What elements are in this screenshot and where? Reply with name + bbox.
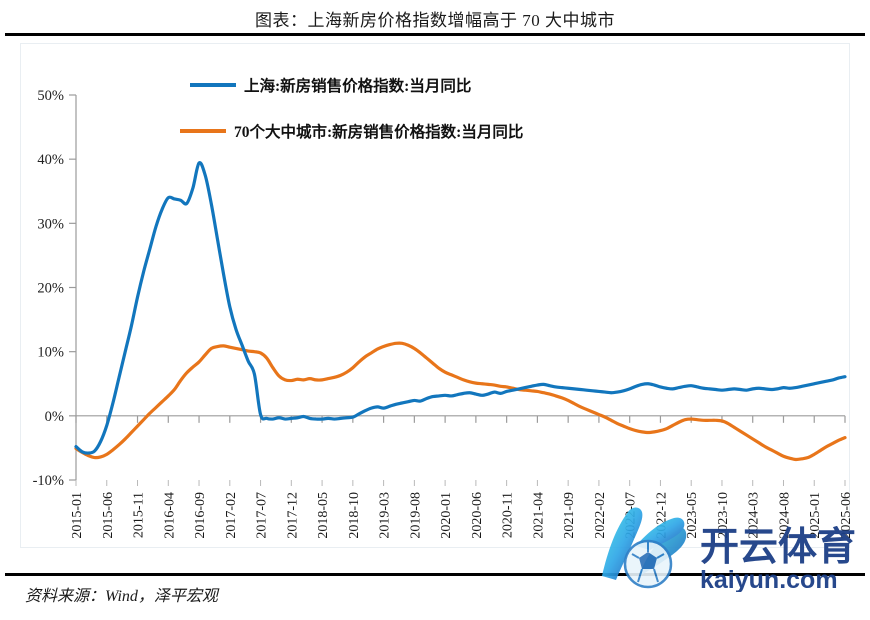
x-tick-label: 2022-07	[624, 492, 639, 539]
x-tick-label: 2023-10	[716, 492, 731, 539]
page-title: 图表：上海新房价格指数增幅高于 70 大中城市	[255, 11, 615, 30]
x-tick-label: 2015-11	[132, 492, 147, 538]
y-tick-label: 10%	[37, 345, 64, 361]
y-tick-label: 40%	[37, 152, 64, 168]
y-tick-label: -10%	[33, 473, 64, 489]
x-tick-label: 2021-04	[531, 492, 546, 539]
x-tick-label: 2017-02	[224, 492, 239, 539]
x-tick-label: 2019-03	[378, 492, 393, 539]
legend-label-70cities: 70个大中城市:新房销售价格指数:当月同比	[234, 124, 524, 141]
legend-label-shanghai: 上海:新房销售价格指数:当月同比	[244, 78, 472, 95]
footer-divider	[5, 573, 865, 576]
x-tick-label: 2016-09	[193, 492, 208, 539]
y-tick-label: 30%	[37, 216, 64, 232]
legend-swatch-70cities	[180, 129, 226, 133]
x-tick-label: 2024-03	[747, 492, 762, 539]
y-tick-label: 50%	[37, 88, 64, 104]
x-tick-label: 2025-06	[839, 492, 854, 539]
x-tick-label: 2023-05	[685, 492, 700, 539]
x-tick-label: 2019-08	[408, 492, 423, 539]
x-tick-label: 2020-11	[501, 492, 516, 538]
legend-item-70cities[interactable]: 70个大中城市:新房销售价格指数:当月同比	[180, 114, 790, 148]
legend-item-shanghai[interactable]: 上海:新房销售价格指数:当月同比	[190, 68, 790, 102]
x-tick-label: 2017-12	[285, 492, 300, 539]
x-tick-label: 2022-12	[654, 492, 669, 539]
x-tick-label: 2018-10	[347, 492, 362, 539]
x-tick-label: 2021-09	[562, 492, 577, 539]
y-tick-label: 0%	[45, 409, 64, 425]
series-line-70cities	[74, 341, 847, 462]
legend-swatch-shanghai	[190, 83, 236, 87]
x-tick-label: 2020-01	[439, 492, 454, 539]
series-line-shanghai	[74, 161, 847, 455]
x-tick-label: 2016-04	[162, 492, 177, 539]
x-tick-label: 2017-07	[255, 492, 270, 539]
chart-panel	[20, 43, 850, 548]
y-tick-label: 20%	[37, 281, 64, 297]
title-divider	[5, 33, 865, 36]
x-tick-label: 2024-08	[777, 492, 792, 539]
x-tick-label: 2015-01	[70, 492, 85, 539]
source-note: 资料来源：Wind，泽平宏观	[25, 588, 218, 605]
x-tick-label: 2018-05	[316, 492, 331, 539]
chart-legend: 上海:新房销售价格指数:当月同比 70个大中城市:新房销售价格指数:当月同比	[180, 68, 790, 148]
x-tick-label: 2025-01	[808, 492, 823, 539]
x-tick-label: 2022-02	[593, 492, 608, 539]
x-tick-label: 2015-06	[101, 492, 116, 539]
x-tick-label: 2020-06	[470, 492, 485, 539]
